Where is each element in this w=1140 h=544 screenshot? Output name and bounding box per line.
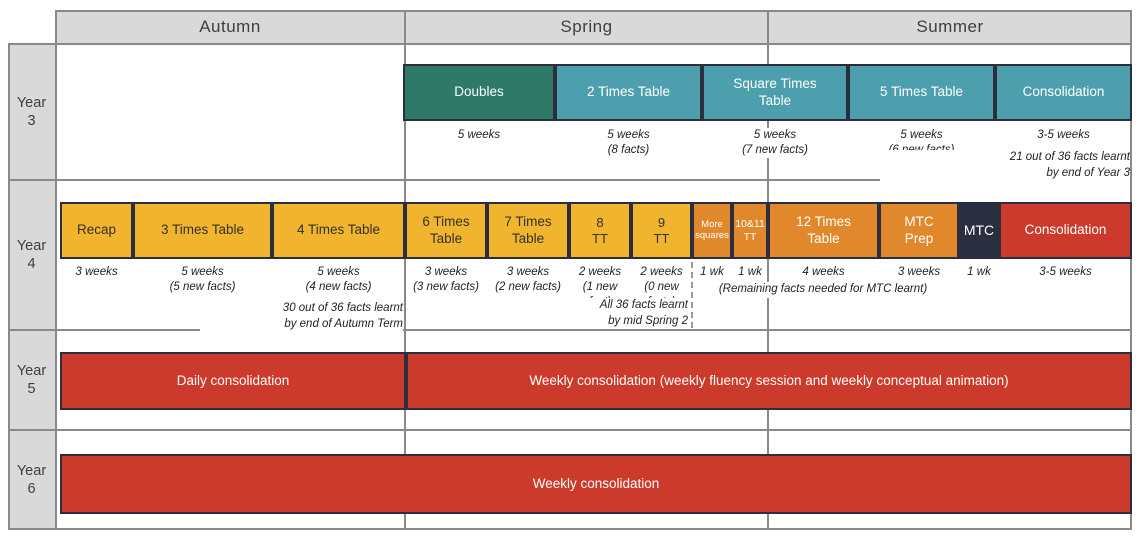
grid-hline-y3-y4 (8, 179, 1132, 181)
block-mtc-prep: MTC Prep (879, 202, 959, 259)
grid-hline-bottom (8, 528, 1132, 530)
grid-vline-left (8, 43, 10, 530)
block-mtc: MTC (959, 202, 999, 259)
block-5-times-table: 5 Times Table (848, 64, 995, 121)
note-y4-spring: All 36 facts learnt by mid Spring 2 (490, 298, 688, 330)
block-y4-consolidation: Consolidation (999, 202, 1132, 259)
caption-6-times-table: 3 weeks (3 new facts) (409, 265, 483, 295)
grid-vline-spring-summer (767, 10, 769, 530)
block-7-times-table: 7 Times Table (487, 202, 569, 259)
block-y3-consolidation: Consolidation (995, 64, 1132, 121)
caption-mtc-prep: 3 weeks (883, 265, 955, 280)
caption-more-squares: 1 wk (694, 265, 730, 280)
caption-12-times-table: 4 weeks (774, 265, 873, 280)
caption-y4-consolidation: 3-5 weeks (1005, 265, 1126, 280)
note-y4-summer: (Remaining facts needed for MTC learnt) (715, 282, 931, 298)
term-header-autumn: Autumn (55, 10, 405, 44)
caption-3-times-table: 5 weeks (5 new facts) (139, 265, 266, 295)
caption-4-times-table: 5 weeks (4 new facts) (278, 265, 399, 295)
bar-y6-weekly-consolidation: Weekly consolidation (60, 454, 1132, 514)
year-label-4: Year 4 (8, 180, 55, 330)
note-y3-summary: 21 out of 36 facts learnt by end of Year… (880, 150, 1130, 182)
year-label-5: Year 5 (8, 330, 55, 430)
block-more-squares: More squares (692, 202, 732, 259)
block-6-times-table: 6 Times Table (405, 202, 487, 259)
dashed-divider-mtc-facts (691, 262, 693, 328)
grid-hline-y4-y5 (8, 329, 1132, 331)
grid-vline-right (1130, 10, 1132, 530)
caption-doubles: 5 weeks (409, 128, 549, 143)
year-label-6: Year 6 (8, 430, 55, 530)
term-header-summer: Summer (768, 10, 1132, 44)
year-label-3: Year 3 (8, 44, 55, 180)
block-9-times-table: 9 TT (631, 202, 692, 259)
block-10-11-times-table: 10&11 TT (732, 202, 768, 259)
block-3-times-table: 3 Times Table (133, 202, 272, 259)
caption-7-times-table: 3 weeks (2 new facts) (491, 265, 565, 295)
caption-10-11-times-table: 1 wk (733, 265, 767, 280)
block-12-times-table: 12 Times Table (768, 202, 879, 259)
caption-square-times-table: 5 weeks (7 new facts) (708, 128, 842, 158)
block-doubles: Doubles (403, 64, 555, 121)
note-y4-autumn: 30 out of 36 facts learnt by end of Autu… (200, 301, 403, 333)
bar-y5-weekly-consolidation: Weekly consolidation (weekly fluency ses… (406, 352, 1132, 410)
grid-vline-yearcol (55, 10, 57, 530)
block-8-times-table: 8 TT (569, 202, 631, 259)
block-square-times-table: Square Times Table (702, 64, 848, 121)
term-header-spring: Spring (405, 10, 768, 44)
caption-2-times-table: 5 weeks (8 facts) (561, 128, 696, 158)
block-4-times-table: 4 Times Table (272, 202, 405, 259)
caption-y3-consolidation: 3-5 weeks (1001, 128, 1126, 143)
block-recap: Recap (60, 202, 133, 259)
caption-recap: 3 weeks (64, 265, 129, 280)
bar-y5-daily-consolidation: Daily consolidation (60, 352, 406, 410)
grid-vline-autumn-spring (404, 10, 406, 530)
block-2-times-table: 2 Times Table (555, 64, 702, 121)
grid-hline-top (55, 10, 1132, 12)
caption-mtc: 1 wk (959, 265, 999, 280)
grid-hline-y5-y6 (8, 429, 1132, 431)
grid-hline-header-bottom (8, 43, 1132, 45)
